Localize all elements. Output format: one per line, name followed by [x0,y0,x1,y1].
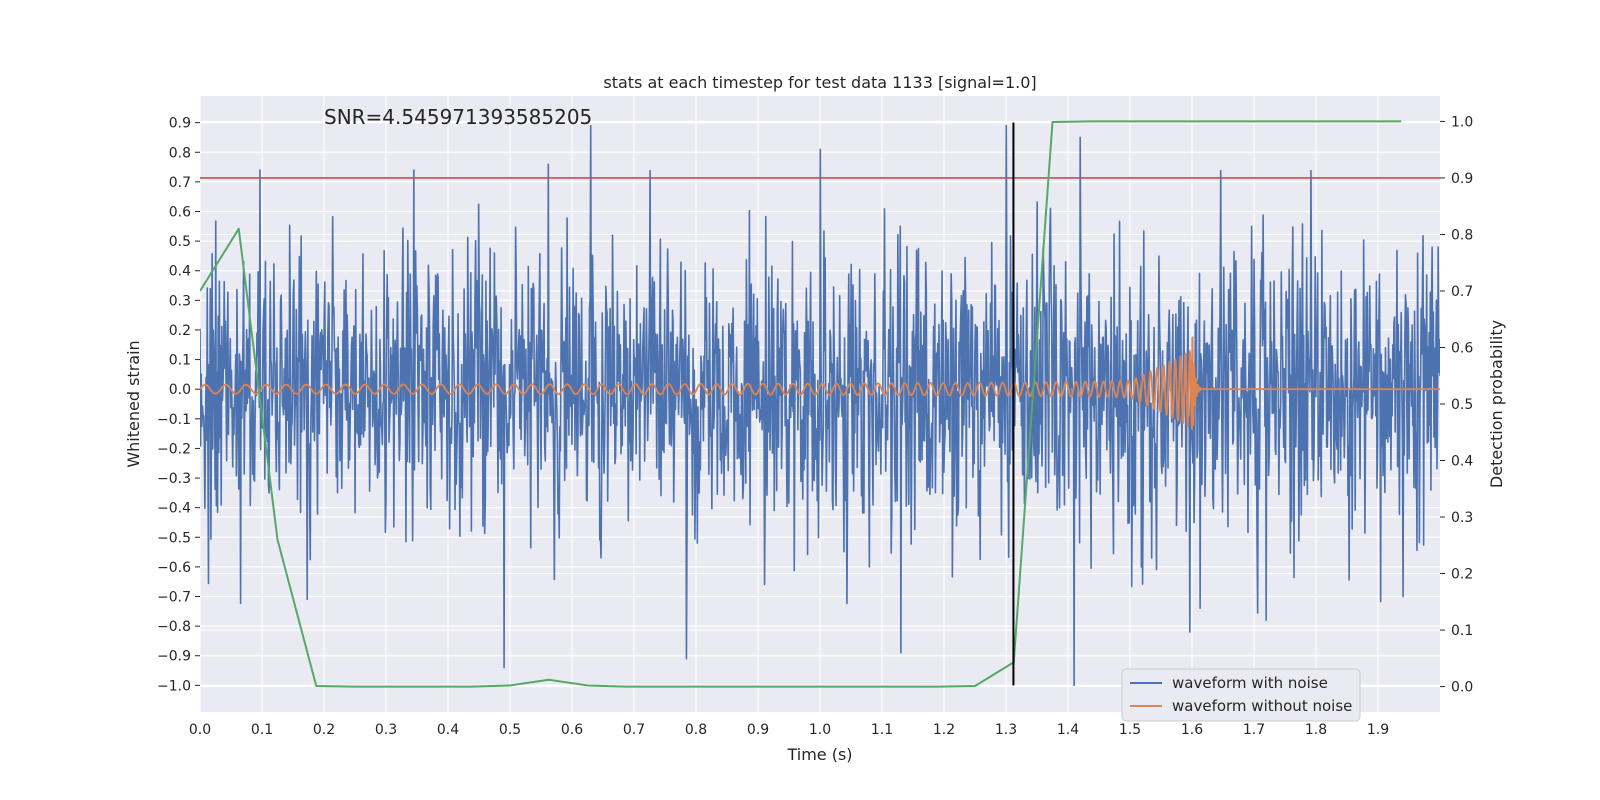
y-tick-label-left: −1.0 [157,678,191,694]
x-tick-label: 1.0 [809,722,831,738]
x-tick-label: 0.3 [375,722,397,738]
x-tick-label: 1.9 [1367,722,1389,738]
chart-title: stats at each timestep for test data 113… [603,73,1036,92]
y-tick-label-right: 0.5 [1451,397,1473,413]
legend: waveform with noise waveform without noi… [1121,668,1361,722]
x-tick-label: 1.8 [1305,722,1327,738]
y-tick-label-left: −0.9 [157,649,191,665]
x-tick-label: 1.1 [871,722,893,738]
x-tick-label: 1.6 [1181,722,1203,738]
x-tick-label: 0.9 [747,722,769,738]
y-tick-label-left: −0.5 [157,530,191,546]
y-tick-label-left: 0.5 [169,234,191,250]
x-tick-label: 1.4 [1057,722,1079,738]
x-tick-label: 1.7 [1243,722,1265,738]
series-waveform-without-noise [200,336,1440,430]
y-tick-label-right: 0.6 [1451,340,1473,356]
series-layer [200,120,1440,688]
x-tick-label: 0.4 [437,722,459,738]
y-tick-label-left: −0.3 [157,471,191,487]
series-detection-probability [200,120,1402,688]
y-tick-label-left: 0.2 [169,323,191,339]
y-tick-label-right: 0.8 [1451,227,1473,243]
y-tick-label-right: 0.1 [1451,623,1473,639]
y-tick-label-left: 0.1 [169,353,191,369]
x-tick-label: 1.2 [933,722,955,738]
y-tick-label-right: 0.9 [1451,171,1473,187]
y-axis-title-right: Detection probability [1487,320,1506,488]
y-tick-label-right: 1.0 [1451,114,1473,130]
y-tick-label-right: 0.4 [1451,454,1473,470]
y-tick-label-left: 0.7 [169,175,191,191]
x-tick-label: 0.1 [251,722,273,738]
y-tick-label-left: 0.9 [169,116,191,132]
y-tick-label-left: −0.8 [157,619,191,635]
y-tick-label-left: −0.4 [157,501,191,517]
snr-annotation: SNR=4.545971393585205 [324,105,592,129]
y-tick-label-left: 0.3 [169,293,191,309]
y-tick-label-left: 0.4 [169,264,191,280]
y-tick-label-right: 0.7 [1451,284,1473,300]
legend-label-clean: waveform without noise [1172,697,1352,715]
y-tick-label-left: −0.1 [157,412,191,428]
ticks: 0.0 0.1 0.2 0.3 0.4 0.5 0.6 0.7 0.8 0.9 1.0 1.1 1.2 1… [157,114,1473,738]
y-tick-label-left: −0.6 [157,560,191,576]
legend-label-noisy: waveform with noise [1172,674,1328,692]
y-tick-label-left: −0.2 [157,441,191,457]
y-tick-label-right: 0.2 [1451,567,1473,583]
x-tick-label: 0.0 [189,722,211,738]
x-tick-label: 0.5 [499,722,521,738]
x-tick-label: 0.8 [685,722,707,738]
x-tick-label: 1.3 [995,722,1017,738]
y-tick-label-left: 0.0 [169,382,191,398]
y-tick-label-left: 0.8 [169,145,191,161]
y-tick-label-left: 0.6 [169,205,191,221]
y-tick-label-right: 0.3 [1451,510,1473,526]
y-axis-title-left: Whitened strain [124,340,143,467]
x-tick-label: 0.7 [623,722,645,738]
plot-area [200,120,1440,688]
x-tick-label: 0.2 [313,722,335,738]
x-tick-label: 0.6 [561,722,583,738]
x-axis-title: Time (s) [786,745,852,764]
y-tick-label-left: −0.7 [157,590,191,606]
y-tick-label-right: 0.0 [1451,680,1473,696]
x-tick-label: 1.5 [1119,722,1141,738]
series-waveform-with-noise [200,124,1440,687]
legend-box [1121,668,1361,722]
